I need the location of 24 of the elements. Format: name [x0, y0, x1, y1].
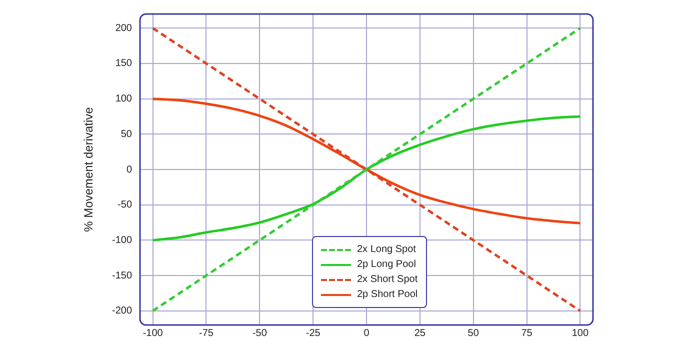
y-tick-label: 100 [115, 94, 132, 105]
line-series [152, 98, 582, 224]
y-tick-label: 50 [120, 128, 132, 140]
y-tick-label: 0 [126, 164, 132, 176]
x-tick-label: 75 [521, 328, 533, 339]
y-tick-label: -200 [112, 306, 132, 317]
legend-label: 2p Short Pool [357, 289, 418, 300]
y-axis-title: % Movement derivative [82, 106, 96, 232]
x-tick-label: -50 [252, 328, 268, 339]
x-tick-label: 25 [414, 328, 426, 339]
y-tick-label: 200 [115, 22, 132, 34]
x-tick-label: -25 [306, 328, 321, 339]
x-tick-label: 0 [364, 328, 370, 339]
x-tick-label: -100 [142, 328, 164, 339]
legend-label: 2x Long Spot [357, 244, 416, 255]
y-tick-label: -50 [118, 200, 132, 211]
y-tick-label: -100 [112, 234, 132, 246]
x-tick-label: 50 [468, 328, 480, 339]
legend-label: 2x Short Spot [357, 274, 418, 285]
y-tick-label: 150 [115, 58, 132, 70]
x-tick-label: -75 [199, 328, 214, 339]
y-tick-label: -150 [112, 270, 132, 282]
legend-label: 2p Long Pool [357, 259, 416, 270]
x-tick-label: 100 [572, 328, 589, 339]
